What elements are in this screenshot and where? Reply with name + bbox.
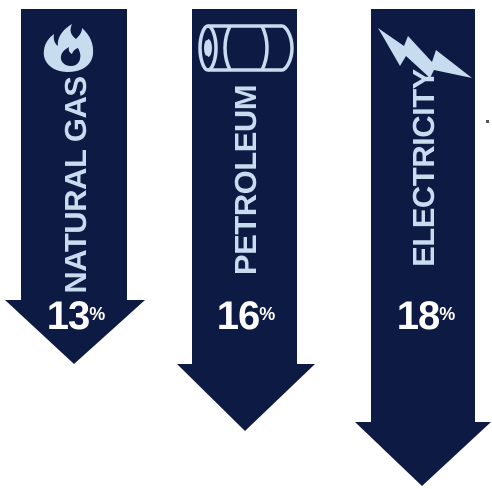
oil-barrel-icon — [196, 18, 300, 83]
flame-icon — [38, 22, 98, 79]
arrow-percent-electricity: 18% — [376, 296, 476, 336]
arrow-percent-natural-gas: 13% — [28, 296, 124, 336]
stray-mark — [486, 120, 489, 123]
arrow-petroleum-shape — [177, 9, 315, 431]
percent-value: 18 — [396, 294, 440, 338]
percent-value: 13 — [46, 294, 90, 338]
percent-sign: % — [259, 304, 276, 324]
lightning-bolt-icon — [378, 24, 474, 85]
percent-sign: % — [439, 304, 456, 324]
arrow-label-electricity: ELECTRICITY — [406, 69, 441, 267]
arrow-natural-gas-shape — [5, 9, 145, 364]
arrow-percent-petroleum: 16% — [196, 296, 296, 336]
percent-value: 16 — [216, 294, 260, 338]
percent-sign: % — [89, 304, 106, 324]
